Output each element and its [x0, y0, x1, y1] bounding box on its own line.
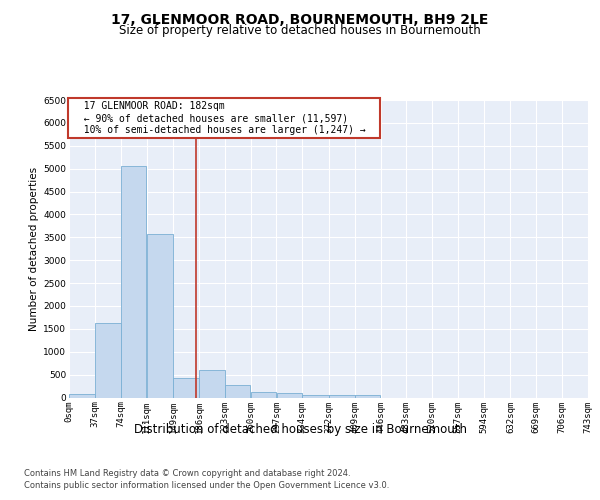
Text: Distribution of detached houses by size in Bournemouth: Distribution of detached houses by size … [133, 422, 467, 436]
Bar [355, 395, 380, 398]
Text: Contains public sector information licensed under the Open Government Licence v3: Contains public sector information licen… [24, 481, 389, 490]
Bar [69, 394, 95, 398]
Bar [173, 378, 199, 398]
Text: 17, GLENMOOR ROAD, BOURNEMOUTH, BH9 2LE: 17, GLENMOOR ROAD, BOURNEMOUTH, BH9 2LE [112, 12, 488, 26]
Bar [199, 370, 224, 398]
Bar [95, 323, 121, 398]
Text: Size of property relative to detached houses in Bournemouth: Size of property relative to detached ho… [119, 24, 481, 37]
Bar [251, 392, 276, 398]
Bar [225, 385, 250, 398]
Bar [302, 395, 329, 398]
Text: 17 GLENMOOR ROAD: 182sqm
  ← 90% of detached houses are smaller (11,597)
  10% o: 17 GLENMOOR ROAD: 182sqm ← 90% of detach… [71, 102, 377, 134]
Bar [329, 395, 355, 398]
Bar [147, 234, 173, 398]
Y-axis label: Number of detached properties: Number of detached properties [29, 166, 39, 331]
Bar [121, 166, 146, 398]
Bar [277, 393, 302, 398]
Text: Contains HM Land Registry data © Crown copyright and database right 2024.: Contains HM Land Registry data © Crown c… [24, 469, 350, 478]
